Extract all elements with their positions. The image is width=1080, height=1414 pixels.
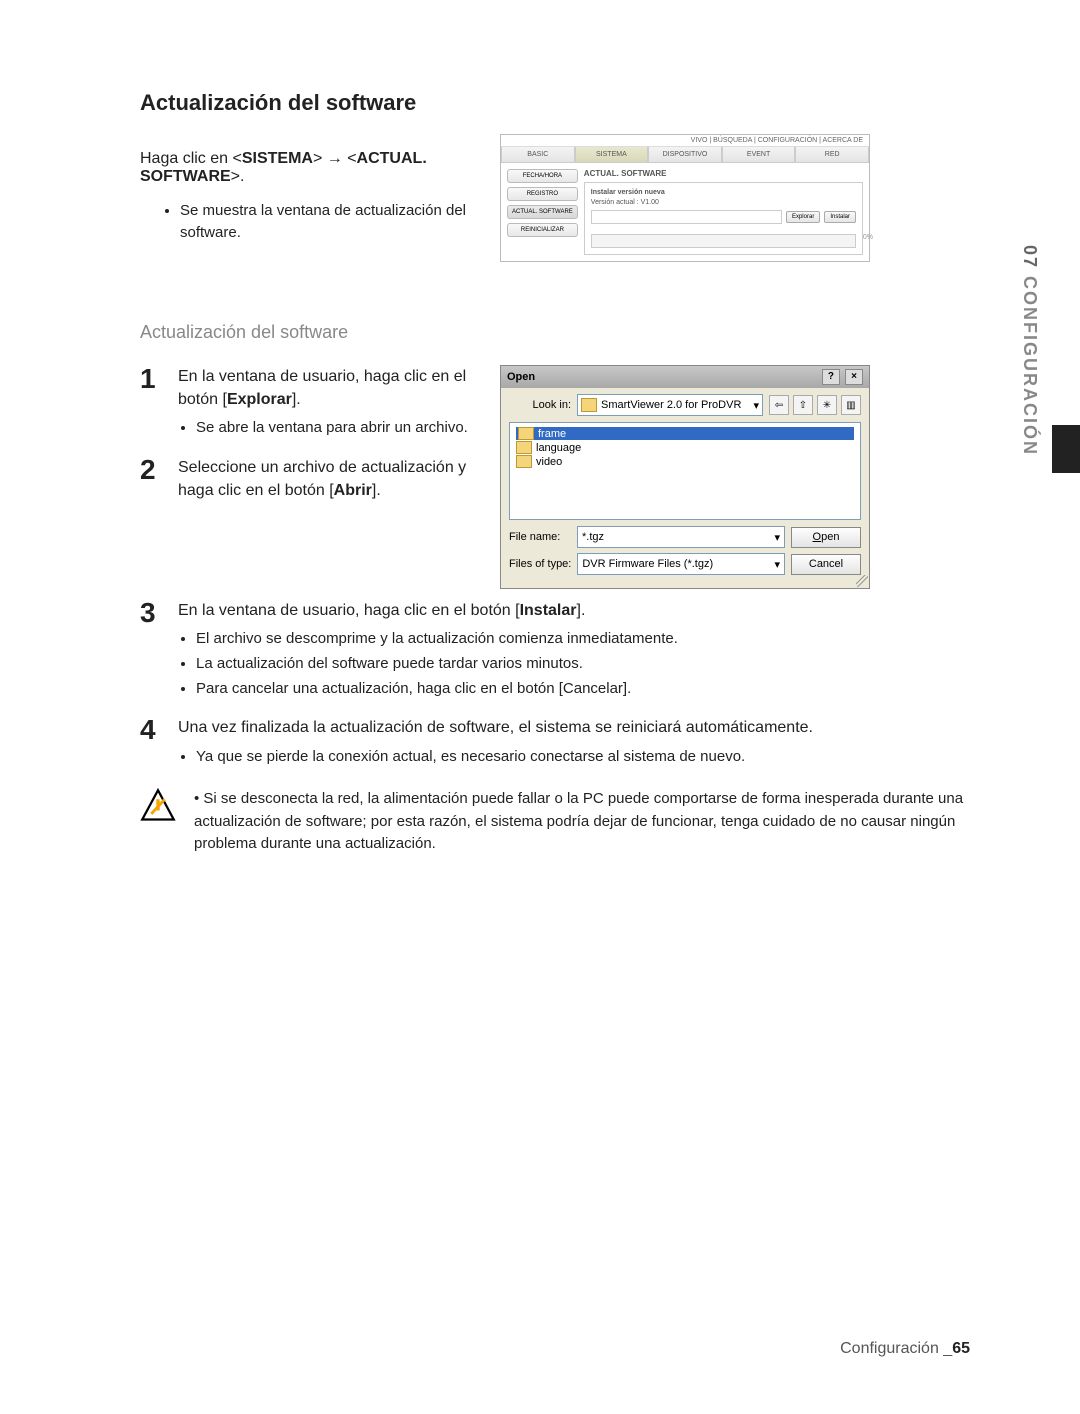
resize-grip-icon[interactable] — [856, 575, 868, 587]
file-list[interactable]: frame language video — [509, 422, 861, 520]
warning-icon — [140, 788, 176, 829]
dvr-side-button[interactable]: REGISTRO — [507, 187, 578, 201]
dvr-panel-title: ACTUAL. SOFTWARE — [584, 169, 863, 178]
dvr-side-button[interactable]: REINICIALIZAR — [507, 223, 578, 237]
step-sub: El archivo se descomprime y la actualiza… — [196, 628, 938, 650]
help-icon[interactable]: ? — [822, 369, 840, 385]
section-title: CONFIGURACIÓN — [1020, 276, 1040, 456]
dvr-version: Versión actual : V1.00 — [591, 199, 856, 206]
dvr-box-label: Instalar versión nueva — [591, 189, 856, 196]
step-number: 3 — [140, 599, 166, 627]
step-number: 4 — [140, 716, 166, 744]
step-number: 2 — [140, 456, 166, 484]
filetype-field[interactable]: DVR Firmware Files (*.tgz)▾ — [577, 553, 785, 575]
dvr-tab[interactable]: EVENT — [722, 147, 796, 163]
step-1: 1 En la ventana de usuario, haga clic en… — [140, 365, 480, 442]
dvr-breadcrumb: VIVO | BÚSQUEDA | CONFIGURACIÓN | ACERCA… — [501, 135, 869, 147]
filename-field[interactable]: *.tgz▾ — [577, 526, 785, 548]
subheading: Actualización del software — [140, 322, 990, 343]
back-icon[interactable]: ⇦ — [769, 395, 789, 415]
section-number: 07 — [1020, 245, 1040, 269]
step-sub: Se abre la ventana para abrir un archivo… — [196, 417, 480, 439]
step-sub: Para cancelar una actualización, haga cl… — [196, 678, 938, 700]
dvr-config-screenshot: VIVO | BÚSQUEDA | CONFIGURACIÓN | ACERCA… — [500, 134, 870, 262]
view-icon[interactable]: ▥ — [841, 395, 861, 415]
side-tab: 07 CONFIGURACIÓN — [1019, 245, 1040, 456]
dvr-tab[interactable]: SISTEMA — [575, 147, 649, 163]
dvr-side-button[interactable]: FECHA/HORA — [507, 169, 578, 183]
close-icon[interactable]: × — [845, 369, 863, 385]
step-4: 4 Una vez finalizada la actualización de… — [140, 716, 990, 770]
cancel-button[interactable]: Cancel — [791, 554, 861, 575]
dvr-tabs: BASIC SISTEMA DISPOSITIVO EVENT RED — [501, 147, 869, 163]
step-sub: Ya que se pierde la conexión actual, es … — [196, 746, 938, 768]
warning-block: • Si se desconecta la red, la alimentaci… — [140, 788, 990, 856]
intro-line: Haga clic en <SISTEMA> → <ACTUAL. SOFTWA… — [140, 150, 480, 186]
intro-bullet: Se muestra la ventana de actualización d… — [180, 200, 480, 244]
open-dialog-screenshot: Open ? × Look in: SmartViewer 2.0 for Pr… — [500, 365, 870, 589]
lookin-combo[interactable]: SmartViewer 2.0 for ProDVR ▾ — [577, 394, 763, 416]
list-item: language — [516, 441, 854, 454]
up-icon[interactable]: ⇧ — [793, 395, 813, 415]
explore-button[interactable]: Explorar — [786, 211, 820, 223]
dvr-side-button[interactable]: ACTUAL. SOFTWARE — [507, 205, 578, 219]
dvr-progress-pct: 0% — [863, 234, 873, 241]
new-folder-icon[interactable]: ✳ — [817, 395, 837, 415]
step-sub: La actualización del software puede tard… — [196, 653, 938, 675]
dvr-tab[interactable]: BASIC — [501, 147, 575, 163]
dialog-title: Open — [507, 371, 535, 383]
step-3: 3 En la ventana de usuario, haga clic en… — [140, 599, 990, 702]
folder-icon — [516, 441, 532, 454]
dvr-tab[interactable]: RED — [795, 147, 869, 163]
list-item: video — [516, 455, 854, 468]
dvr-tab[interactable]: DISPOSITIVO — [648, 147, 722, 163]
lookin-label: Look in: — [509, 399, 571, 411]
open-button[interactable]: Open — [791, 527, 861, 548]
list-item: frame — [516, 427, 854, 440]
page-footer: Configuración _65 — [840, 1340, 970, 1358]
filetype-label: Files of type: — [509, 558, 571, 570]
folder-icon — [581, 398, 597, 412]
folder-icon — [516, 455, 532, 468]
page-title: Actualización del software — [140, 90, 990, 116]
warning-text: Si se desconecta la red, la alimentación… — [194, 790, 963, 852]
dvr-file-field[interactable] — [591, 210, 782, 224]
filename-label: File name: — [509, 531, 571, 543]
dvr-progress-bar: 0% — [591, 234, 856, 248]
step-2: 2 Seleccione un archivo de actualización… — [140, 456, 480, 502]
step-number: 1 — [140, 365, 166, 393]
folder-icon — [518, 427, 534, 440]
install-button[interactable]: Instalar — [824, 211, 856, 223]
thumb-index-marker — [1052, 425, 1080, 473]
